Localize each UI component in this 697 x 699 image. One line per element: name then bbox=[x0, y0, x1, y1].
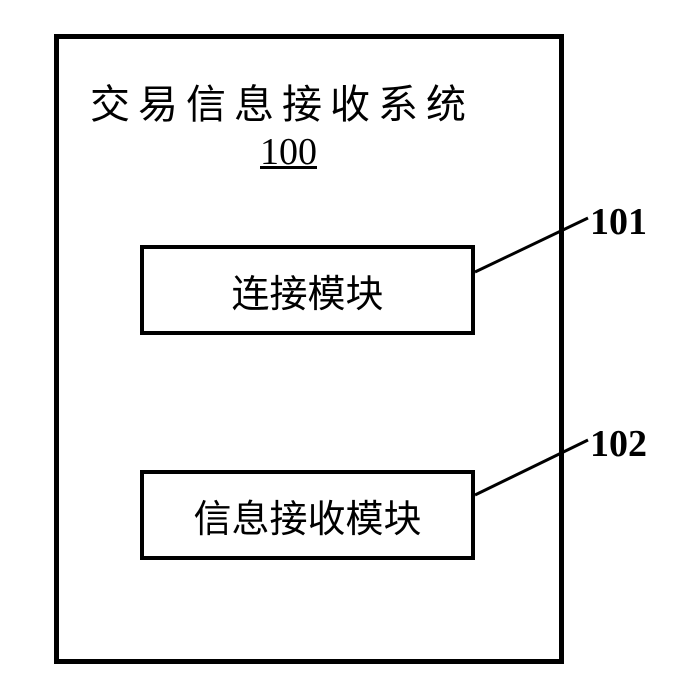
module-connect-label: 连接模块 bbox=[231, 263, 383, 318]
module-receive-label: 信息接收模块 bbox=[193, 488, 421, 543]
callout-label-101: 101 bbox=[590, 200, 647, 244]
system-number: 100 bbox=[260, 130, 317, 174]
callout-label-102: 102 bbox=[590, 422, 647, 466]
module-receive: 信息接收模块 bbox=[140, 470, 475, 560]
diagram-canvas: 交易信息接收系统 100 连接模块 信息接收模块 101 102 bbox=[0, 0, 697, 699]
module-connect: 连接模块 bbox=[140, 245, 475, 335]
system-title: 交易信息接收系统 bbox=[90, 72, 474, 130]
